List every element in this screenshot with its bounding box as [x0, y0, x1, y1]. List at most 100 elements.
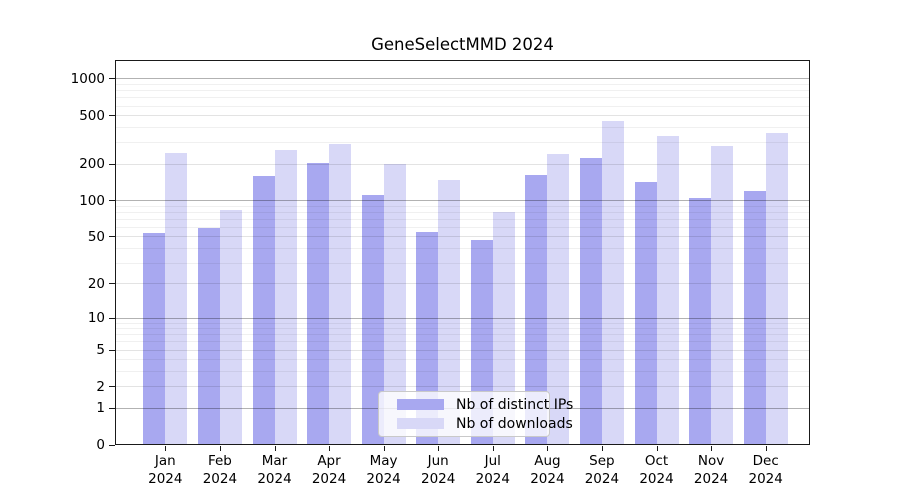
bar-downloads-nov [711, 146, 734, 445]
gridline-1000 [116, 78, 809, 80]
gridline-7 [116, 334, 809, 336]
gridline-100 [116, 200, 809, 201]
gridline-8 [116, 328, 809, 330]
x-tick-year-aug: 2024 [530, 471, 565, 487]
x-tick-feb [219, 446, 221, 451]
y-tick-label-1: 1 [96, 400, 105, 417]
gridline-9 [116, 322, 809, 324]
bar-distinct-ips-aug [525, 175, 548, 445]
bar-distinct-ips-may [361, 195, 384, 445]
y-tick-10 [109, 317, 115, 319]
legend-swatch-downloads [397, 418, 444, 429]
x-tick-label-mar: Mar [261, 453, 288, 469]
y-tick-50 [109, 236, 115, 238]
gridline-3 [116, 371, 809, 372]
gridline-10 [116, 317, 809, 319]
x-tick-year-nov: 2024 [693, 471, 729, 487]
x-tick-dec [765, 446, 767, 451]
x-tick-label-sep: Sep [589, 453, 615, 469]
gridline-6 [116, 341, 809, 343]
x-tick-mar [274, 446, 276, 451]
y-tick-100 [109, 200, 115, 201]
bar-distinct-ips-sep [579, 157, 602, 445]
x-tick-year-may: 2024 [366, 471, 401, 487]
x-tick-label-aug: Aug [534, 453, 561, 469]
x-tick-year-jul: 2024 [475, 471, 510, 487]
y-tick-label-20: 20 [87, 275, 105, 292]
gridline-400 [116, 126, 809, 128]
x-tick-label-jun: Jun [427, 453, 449, 469]
x-tick-year-oct: 2024 [639, 471, 674, 487]
y-tick-0 [109, 444, 115, 446]
x-tick-jan [165, 446, 167, 451]
x-tick-year-sep: 2024 [584, 471, 620, 487]
x-tick-label-dec: Dec [752, 453, 779, 469]
x-tick-label-apr: Apr [317, 453, 341, 469]
gridline-90 [116, 205, 809, 207]
gridline-4 [116, 359, 809, 361]
bar-distinct-ips-jan [143, 232, 166, 445]
bar-downloads-may [383, 164, 406, 445]
legend-swatch-distinct-ips [397, 399, 444, 410]
x-tick-label-oct: Oct [644, 453, 669, 469]
x-tick-nov [711, 446, 713, 451]
bar-downloads-aug [547, 154, 570, 445]
gridline-60 [116, 226, 809, 228]
legend-label-distinct-ips: Nb of distinct IPs [456, 396, 574, 413]
gridline-2 [116, 386, 809, 388]
y-tick-1000 [109, 78, 115, 80]
gridline-600 [116, 105, 809, 107]
x-tick-apr [329, 446, 330, 451]
x-tick-year-feb: 2024 [202, 471, 238, 487]
x-tick-label-nov: Nov [697, 453, 725, 469]
y-tick-5 [109, 349, 115, 351]
gridline-70 [116, 218, 809, 220]
gridline-200 [116, 163, 809, 165]
y-tick-200 [109, 163, 115, 165]
y-tick-2 [109, 386, 115, 388]
bar-distinct-ips-apr [307, 163, 329, 445]
legend-label-downloads: Nb of downloads [456, 415, 573, 432]
gridline-900 [116, 84, 809, 85]
y-tick-label-100: 100 [79, 192, 105, 209]
gridline-300 [116, 142, 809, 144]
y-tick-label-200: 200 [79, 156, 105, 172]
bar-downloads-jun [438, 179, 461, 445]
x-tick-year-mar: 2024 [257, 471, 292, 487]
bar-downloads-apr [329, 144, 351, 445]
bar-distinct-ips-mar [252, 175, 275, 445]
x-tick-aug [547, 446, 549, 451]
x-tick-year-apr: 2024 [311, 471, 347, 487]
plot-frame [115, 60, 810, 445]
gridline-40 [116, 247, 809, 249]
gridline-500 [116, 115, 809, 117]
legend-item-downloads: Nb of downloads [397, 414, 573, 433]
x-tick-may [383, 446, 385, 451]
y-tick-label-2: 2 [96, 378, 105, 395]
y-tick-20 [109, 283, 115, 285]
y-tick-500 [109, 115, 115, 117]
bar-distinct-ips-feb [197, 228, 220, 445]
x-tick-label-jul: Jul [484, 453, 501, 469]
gridline-30 [116, 262, 809, 264]
chart-title: GeneSelectMMD 2024 [371, 35, 554, 54]
y-tick-label-0: 0 [96, 437, 105, 453]
bar-downloads-jan [165, 153, 188, 445]
bar-downloads-dec [765, 133, 788, 445]
y-tick-label-1000: 1000 [70, 70, 105, 87]
bar-distinct-ips-dec [743, 190, 766, 445]
x-tick-year-jan: 2024 [148, 471, 183, 487]
bar-downloads-oct [656, 135, 679, 445]
x-tick-oct [656, 446, 658, 451]
y-tick-label-500: 500 [79, 107, 105, 124]
y-tick-label-5: 5 [96, 342, 105, 359]
gridline-80 [116, 211, 809, 213]
bar-distinct-ips-oct [634, 181, 657, 445]
x-tick-year-jun: 2024 [421, 471, 456, 487]
x-tick-year-dec: 2024 [748, 471, 783, 487]
bar-distinct-ips-nov [689, 198, 712, 445]
x-tick-label-may: May [369, 453, 398, 469]
y-tick-label-50: 50 [87, 228, 105, 245]
bar-downloads-feb [219, 209, 242, 445]
